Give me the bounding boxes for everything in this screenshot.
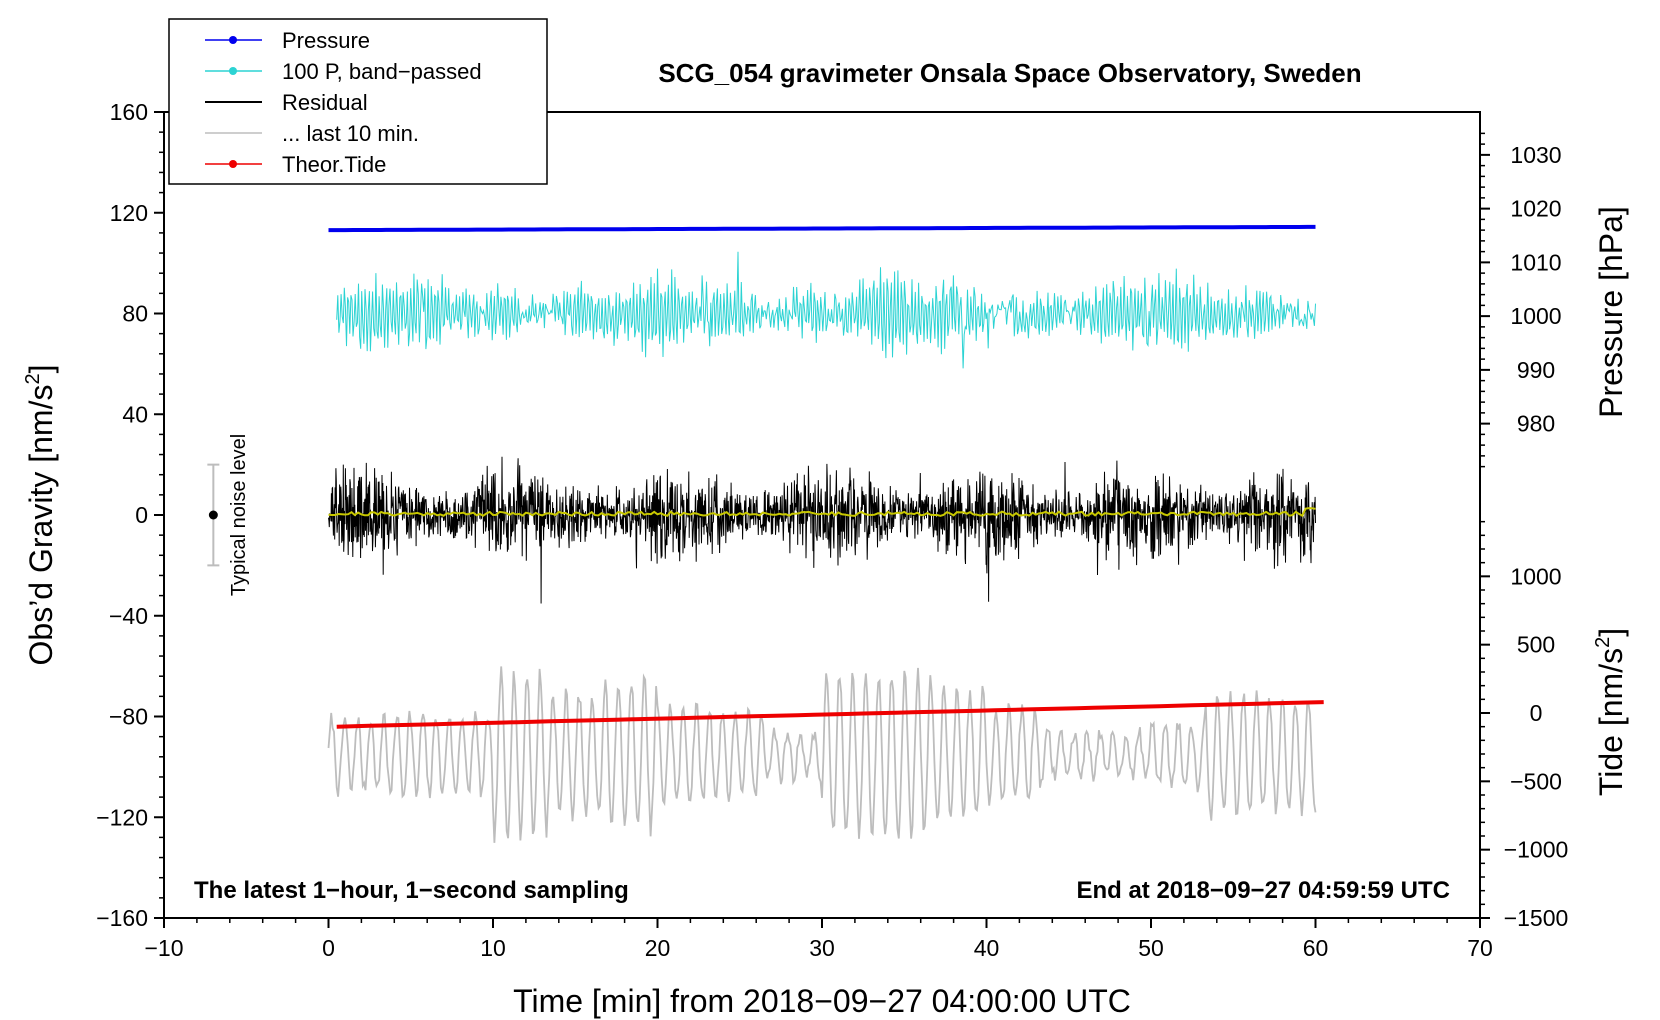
legend-label: Pressure [282,28,370,53]
legend-entries: Pressure 100 P, band−passed Residual ... la… [205,28,482,177]
pressure-tick-label: 1000 [1510,303,1561,329]
y-tick-label: 80 [122,301,148,327]
pressure-tick-label: 1020 [1510,196,1561,222]
pressure-axis-label: Pressure [hPa] [1593,206,1629,418]
tide-tick-label: 1000 [1510,563,1561,589]
legend-marker [229,67,237,75]
x-tick-label: 10 [480,935,506,961]
y-tick-label: 160 [110,99,148,125]
legend-marker [229,36,237,44]
y-tick-label: −160 [96,905,148,931]
annotation-bottom-right: End at 2018−09−27 04:59:59 UTC [1076,877,1450,904]
x-tick-label: 30 [809,935,835,961]
y-axis-label-left-end: ] [23,365,59,374]
legend-label: 100 P, band−passed [282,59,482,84]
legend-label: Residual [282,90,368,115]
y-tick-label: 40 [122,401,148,427]
tide-tick-label: 500 [1517,632,1555,658]
series-layer [327,224,1324,843]
y-tick-label: 0 [135,502,148,528]
tide-tick-label: 0 [1530,700,1543,726]
ticks-layer: −10 0 10 20 30 40 50 60 70−160−120−80−4004080120… [96,99,1568,961]
tide-axis-label-base: Tide [nm/s [1593,648,1629,796]
y-tick-label: −40 [109,603,148,629]
legend-label: ... last 10 min. [282,121,419,146]
series-last-10-min [327,666,1317,843]
tide-tick-label: −1500 [1504,905,1569,931]
tide-axis-label-end: ] [1593,628,1629,637]
legend: Pressure 100 P, band−passed Residual ... la… [168,18,548,185]
pressure-tick-label: 1010 [1510,249,1561,275]
legend-label: Theor.Tide [282,152,386,177]
pressure-tick-label: 1030 [1510,142,1561,168]
tide-axis-label-sup: 2 [1592,637,1614,648]
tide-tick-label: −500 [1510,768,1562,794]
tide-axis-label: Tide [nm/s2] [1592,628,1629,796]
series-residual [328,456,1316,604]
series-band-passed-pressure [336,251,1316,369]
x-tick-label: 60 [1303,935,1329,961]
x-axis-label: Time [min] from 2018−09−27 04:00:00 UTC [513,983,1131,1019]
chart-title: SCG_054 gravimeter Onsala Space Observat… [658,58,1361,88]
pressure-tick-label: 990 [1517,357,1555,383]
series-theoretical-tide [336,700,1324,729]
legend-marker [229,160,237,168]
y-tick-label: 120 [110,200,148,226]
x-tick-label: 50 [1138,935,1164,961]
x-tick-label: 20 [645,935,671,961]
y-axis-label-left-base: Obs’d Gravity [nm/s [23,385,59,666]
y-axis-label-left: Obs’d Gravity [nm/s2] [22,365,59,666]
noise-bar-center-dot [208,510,218,520]
tide-tick-label: −1000 [1504,837,1569,863]
x-tick-label: 70 [1467,935,1493,961]
series-pressure [328,224,1316,233]
x-tick-label: −10 [144,935,183,961]
y-tick-label: −120 [96,804,148,830]
noise-level-label: Typical noise level [228,434,250,596]
annotation-bottom-left: The latest 1−hour, 1−second sampling [194,877,629,904]
y-axis-label-left-sup: 2 [22,373,44,384]
x-tick-label: 40 [974,935,1000,961]
series-residual-smoothed [328,507,1316,518]
noise-level-marker [207,463,220,567]
pressure-tick-label: 980 [1517,411,1555,437]
x-tick-label: 0 [322,935,335,961]
y-tick-label: −80 [109,704,148,730]
